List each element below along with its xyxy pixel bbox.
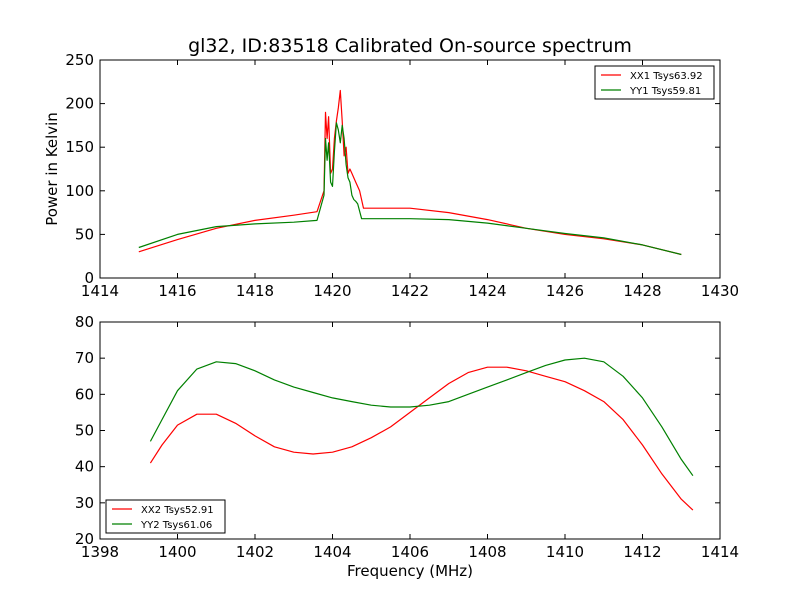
y-tick-label-0-4: 200 <box>65 95 94 113</box>
x-tick-label-0-6: 1426 <box>546 282 584 300</box>
x-tick-label-0-2: 1418 <box>236 282 274 300</box>
bottom-plot: 1398 1400 1402 1404 1406 1408 1410 1412 1414 20 30… <box>75 313 739 561</box>
x-tick-label-0-5: 1424 <box>468 282 506 300</box>
legend-box-1 <box>105 499 226 534</box>
x-tick-label-1-2: 1402 <box>236 543 274 561</box>
legend-label-1-0: XX2 Tsys52.91 <box>141 505 214 516</box>
top-plot: 1414 1416 1418 1420 1422 1424 1426 1428 1430 0 50 1… <box>65 51 739 300</box>
legend-label-1-1: YY2 Tsys61.06 <box>140 520 212 531</box>
y-tick-label-0-2: 100 <box>65 182 94 200</box>
y-tick-label-1-0: 20 <box>75 530 94 548</box>
bottom-x-axis-label: Frequency (MHz) <box>347 562 473 580</box>
x-tick-label-1-0: 1398 <box>81 543 119 561</box>
x-tick-label-0-0: 1414 <box>81 282 119 300</box>
y-tick-label-0-1: 50 <box>75 225 94 243</box>
x-tick-label-1-5: 1408 <box>468 543 506 561</box>
y-tick-label-0-5: 250 <box>65 51 94 69</box>
y-tick-label-1-6: 80 <box>75 313 94 331</box>
series-line-0-0 <box>138 89 682 256</box>
x-tick-label-0-1: 1416 <box>158 282 196 300</box>
y-tick-label-0-3: 150 <box>65 138 94 156</box>
x-tick-label-0-4: 1422 <box>391 282 429 300</box>
x-tick-label-1-3: 1404 <box>313 543 351 561</box>
legend-label-0-0: XX1 Tsys63.92 <box>630 71 703 82</box>
y-tick-label-1-5: 70 <box>75 349 94 367</box>
legend-label-0-1: YY1 Tsys59.81 <box>629 86 701 97</box>
y-tick-label-1-1: 30 <box>75 494 94 512</box>
x-tick-label-0-8: 1430 <box>701 282 739 300</box>
x-tick-label-1-7: 1412 <box>623 543 661 561</box>
x-tick-label-1-4: 1406 <box>391 543 429 561</box>
series-line-1-1 <box>149 357 694 477</box>
series-line-1-0 <box>149 366 694 511</box>
x-tick-label-0-7: 1428 <box>623 282 661 300</box>
series-line-0-1 <box>138 122 682 256</box>
x-tick-label-0-3: 1420 <box>313 282 351 300</box>
x-tick-label-1-1: 1400 <box>158 543 196 561</box>
top-y-axis-label: Power in Kelvin <box>43 112 61 226</box>
chart-title: gl32, ID:83518 Calibrated On-source spec… <box>188 35 632 57</box>
y-tick-label-1-4: 60 <box>75 385 94 403</box>
legend-box-0 <box>594 65 715 100</box>
x-tick-label-1-8: 1414 <box>701 543 739 561</box>
y-tick-label-1-3: 50 <box>75 422 94 440</box>
x-tick-label-1-6: 1410 <box>546 543 584 561</box>
y-tick-label-0-0: 0 <box>84 269 94 287</box>
y-tick-label-1-2: 40 <box>75 458 94 476</box>
